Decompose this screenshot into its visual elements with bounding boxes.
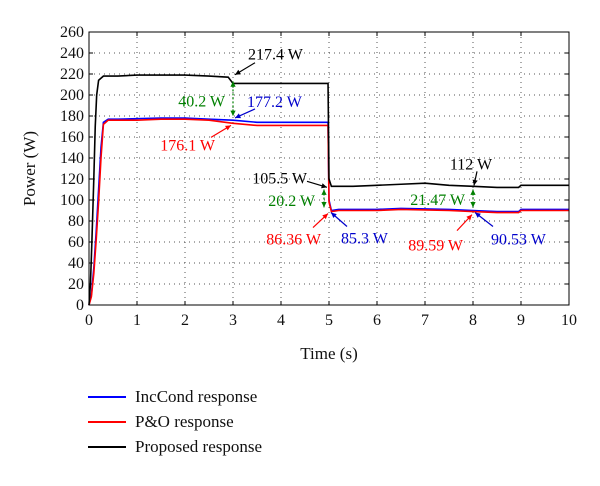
legend-label: Proposed response xyxy=(135,436,263,456)
annotation-arrowhead xyxy=(235,69,241,75)
x-tick-label: 4 xyxy=(277,312,285,329)
y-tick-label: 80 xyxy=(68,213,84,230)
y-axis-label: Power (W) xyxy=(20,131,39,206)
series-line-po xyxy=(88,118,569,306)
legend-swatch-po xyxy=(88,420,126,423)
legend-swatch-inccond xyxy=(88,395,126,398)
legend-item: Proposed response xyxy=(88,434,262,459)
annotation-arrowhead xyxy=(475,212,481,218)
y-tick-label: 60 xyxy=(68,234,84,251)
annotation-label: 85.3 W xyxy=(341,231,389,248)
x-tick-label: 7 xyxy=(421,312,429,329)
annotation-label: 89.59 W xyxy=(408,238,464,255)
legend-label: IncCond response xyxy=(135,386,258,406)
annotation-arrowhead xyxy=(235,113,241,119)
annotation-arrowhead xyxy=(322,213,328,220)
x-tick-label: 1 xyxy=(133,312,141,329)
annotation-arrowhead xyxy=(466,214,472,221)
annotation-label: 40.2 W xyxy=(178,93,226,110)
x-tick-label: 8 xyxy=(469,312,477,329)
y-tick-label: 140 xyxy=(60,150,84,167)
annotation-arrowhead xyxy=(225,125,231,131)
annotation-arrowhead xyxy=(321,201,327,208)
y-tick-label: 220 xyxy=(60,66,84,83)
annotation-arrowhead xyxy=(321,189,327,195)
annotation-arrowhead xyxy=(470,189,476,195)
annotation-label: 86.36 W xyxy=(266,232,322,249)
y-tick-label: 240 xyxy=(60,45,84,62)
annotation-label: 90.53 W xyxy=(491,232,547,249)
x-tick-label: 9 xyxy=(517,312,525,329)
annotation-label: 105.5 W xyxy=(252,170,308,187)
annotation-label: 112 W xyxy=(450,156,493,173)
y-tick-label: 120 xyxy=(60,171,84,188)
x-axis-label: Time (s) xyxy=(300,344,357,363)
annotation-arrowhead xyxy=(321,183,327,189)
annotation-label: 20.2 W xyxy=(268,193,316,210)
annotation-arrowhead xyxy=(230,110,236,116)
annotation-label: 21.47 W xyxy=(410,192,466,209)
y-tick-label: 40 xyxy=(68,255,84,272)
y-tick-label: 100 xyxy=(60,192,84,209)
y-tick-label: 20 xyxy=(68,276,84,293)
y-tick-label: 160 xyxy=(60,129,84,146)
x-tick-label: 0 xyxy=(85,312,93,329)
annotation-arrowhead xyxy=(472,179,478,186)
x-tick-label: 6 xyxy=(373,312,381,329)
legend: IncCond response P&O response Proposed r… xyxy=(88,384,262,459)
x-tick-label: 3 xyxy=(229,312,237,329)
y-tick-label: 180 xyxy=(60,108,84,125)
annotation-label: 177.2 W xyxy=(247,94,303,111)
legend-swatch-proposed xyxy=(88,445,126,448)
y-tick-label: 260 xyxy=(60,24,84,41)
annotation-arrowhead xyxy=(230,81,236,87)
x-tick-label: 10 xyxy=(561,312,577,329)
annotation-label: 176.1 W xyxy=(160,137,216,154)
annotation-arrowhead xyxy=(331,212,337,219)
x-tick-label: 2 xyxy=(181,312,189,329)
x-tick-label: 5 xyxy=(325,312,333,329)
legend-item: P&O response xyxy=(88,409,262,434)
plot-frame xyxy=(88,31,570,306)
legend-item: IncCond response xyxy=(88,384,262,409)
y-tick-label: 0 xyxy=(76,297,84,314)
y-tick-label: 200 xyxy=(60,87,84,104)
series-line-proposed xyxy=(88,74,569,306)
annotation-label: 217.4 W xyxy=(248,47,304,64)
legend-label: P&O response xyxy=(135,411,234,431)
annotation-arrowhead xyxy=(470,201,476,208)
